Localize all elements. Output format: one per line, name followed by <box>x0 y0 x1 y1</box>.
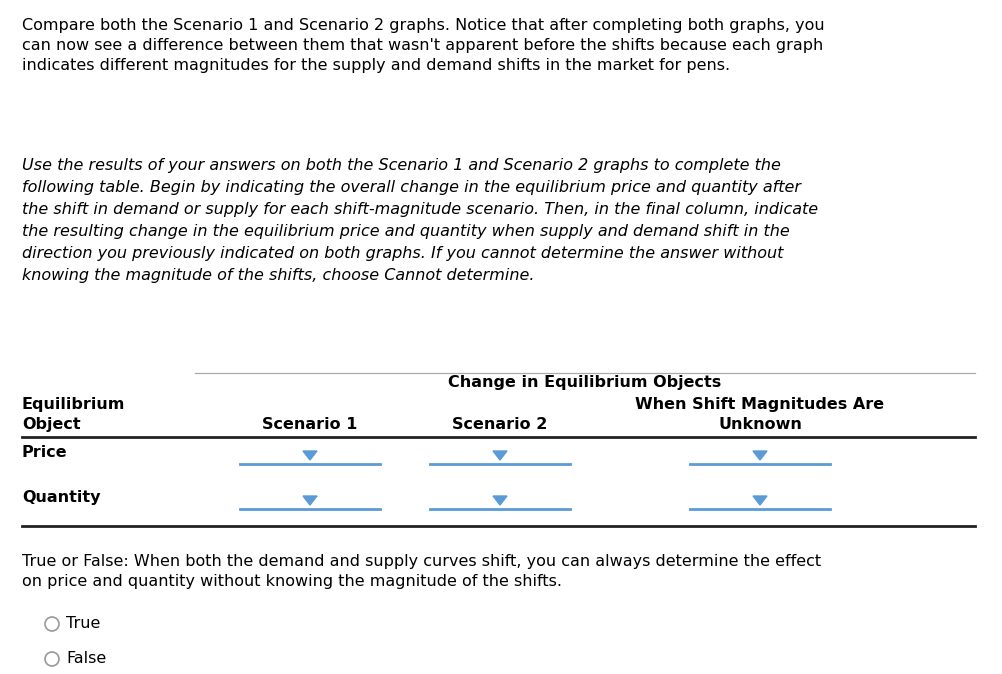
Text: Equilibrium: Equilibrium <box>22 397 125 412</box>
Text: knowing the magnitude of the shifts, choose Cannot determine.: knowing the magnitude of the shifts, cho… <box>22 268 534 283</box>
Polygon shape <box>753 451 767 460</box>
Text: Quantity: Quantity <box>22 490 100 505</box>
Text: direction you previously indicated on both graphs. If you cannot determine the a: direction you previously indicated on bo… <box>22 246 784 261</box>
Text: True: True <box>66 616 100 631</box>
Polygon shape <box>753 496 767 505</box>
Text: Scenario 2: Scenario 2 <box>452 417 548 432</box>
Text: the shift in demand or supply for each shift-magnitude scenario. Then, in the fi: the shift in demand or supply for each s… <box>22 202 818 217</box>
Text: Scenario 1: Scenario 1 <box>263 417 358 432</box>
Polygon shape <box>493 451 507 460</box>
Text: Unknown: Unknown <box>718 417 802 432</box>
Text: False: False <box>66 651 106 666</box>
Text: Compare both the Scenario 1 and Scenario 2 graphs. Notice that after completing : Compare both the Scenario 1 and Scenario… <box>22 18 825 33</box>
Polygon shape <box>493 496 507 505</box>
Text: on price and quantity without knowing the magnitude of the shifts.: on price and quantity without knowing th… <box>22 574 562 589</box>
Text: When Shift Magnitudes Are: When Shift Magnitudes Are <box>635 397 885 412</box>
Text: following table. Begin by indicating the overall change in the equilibrium price: following table. Begin by indicating the… <box>22 180 801 195</box>
Text: indicates different magnitudes for the supply and demand shifts in the market fo: indicates different magnitudes for the s… <box>22 58 730 73</box>
Text: can now see a difference between them that wasn't apparent before the shifts bec: can now see a difference between them th… <box>22 38 824 53</box>
Polygon shape <box>303 451 317 460</box>
Text: Change in Equilibrium Objects: Change in Equilibrium Objects <box>448 375 721 390</box>
Text: the resulting change in the equilibrium price and quantity when supply and deman: the resulting change in the equilibrium … <box>22 224 790 239</box>
Text: Price: Price <box>22 445 67 460</box>
Text: True or False: When both the demand and supply curves shift, you can always dete: True or False: When both the demand and … <box>22 554 821 569</box>
Polygon shape <box>303 496 317 505</box>
Text: Object: Object <box>22 417 80 432</box>
Text: Use the results of your answers on both the Scenario 1 and Scenario 2 graphs to : Use the results of your answers on both … <box>22 158 781 173</box>
